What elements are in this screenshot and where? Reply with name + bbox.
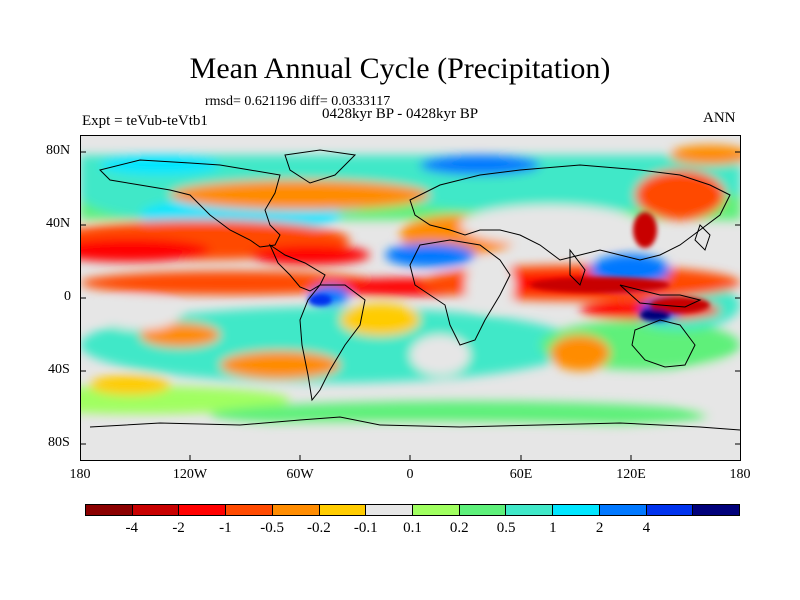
coastlines bbox=[89, 149, 741, 431]
colorbar-swatch bbox=[179, 505, 227, 515]
period-label: 0428kyr BP - 0428kyr BP bbox=[322, 106, 479, 122]
y-tick-40n: 40N bbox=[46, 216, 71, 231]
y-tick-80s: 80S bbox=[48, 435, 70, 450]
colorbar-label: -0.2 bbox=[307, 520, 331, 536]
colorbar-swatch bbox=[226, 505, 273, 515]
map-panel bbox=[80, 135, 741, 461]
x-tick-60e: 60E bbox=[509, 467, 533, 482]
colorbar-label: -1 bbox=[219, 520, 232, 536]
colorbar-swatch bbox=[319, 505, 367, 515]
y-tick-80n: 80N bbox=[46, 143, 71, 158]
season-label: ANN bbox=[703, 110, 736, 126]
colorbar-swatch bbox=[599, 505, 647, 515]
y-tick-40s: 40S bbox=[48, 362, 70, 377]
colorbar-label: -2 bbox=[172, 520, 185, 536]
colorbar-label: -0.1 bbox=[353, 520, 378, 536]
colorbar-swatch bbox=[459, 505, 507, 515]
y-tick-0: 0 bbox=[64, 289, 71, 304]
colorbar-swatch bbox=[693, 505, 740, 515]
colorbar-swatch bbox=[86, 505, 133, 515]
colorbar-swatch bbox=[272, 505, 320, 515]
colorbar-label: 2 bbox=[595, 520, 604, 536]
page-title: Mean Annual Cycle (Precipitation) bbox=[189, 52, 611, 85]
colorbar-label: 0.2 bbox=[449, 520, 469, 536]
precipitation-difference-map bbox=[80, 135, 741, 461]
colorbar-label: 0.1 bbox=[403, 520, 422, 536]
experiment-label: Expt = teVub-teVtb1 bbox=[82, 113, 208, 129]
colorbar-label: 1 bbox=[549, 520, 557, 536]
colorbar-swatch bbox=[413, 505, 460, 515]
x-tick-180e: 180 bbox=[729, 467, 751, 482]
colorbar-label: -0.5 bbox=[260, 520, 285, 536]
colorbar-swatch bbox=[646, 505, 694, 515]
colorbar-label: 4 bbox=[642, 520, 651, 536]
colorbar-label: 0.5 bbox=[496, 520, 516, 536]
colorbar-swatch bbox=[366, 505, 414, 515]
colorbar-swatch bbox=[132, 505, 180, 515]
colorbar-swatch bbox=[506, 505, 554, 515]
tick-marks bbox=[80, 151, 741, 461]
x-tick-120w: 120W bbox=[172, 467, 208, 482]
colorbar-label: -4 bbox=[125, 520, 139, 536]
x-tick-60w: 60W bbox=[286, 467, 314, 482]
colorbar-swatch bbox=[553, 505, 600, 515]
rmsd-diff-stats: rmsd= 0.621196 diff= 0.0333117 bbox=[205, 94, 391, 109]
x-tick-120e: 120E bbox=[616, 467, 646, 482]
x-tick-180w: 180 bbox=[69, 467, 91, 482]
colorbar bbox=[85, 504, 740, 516]
x-tick-0: 0 bbox=[406, 467, 414, 482]
